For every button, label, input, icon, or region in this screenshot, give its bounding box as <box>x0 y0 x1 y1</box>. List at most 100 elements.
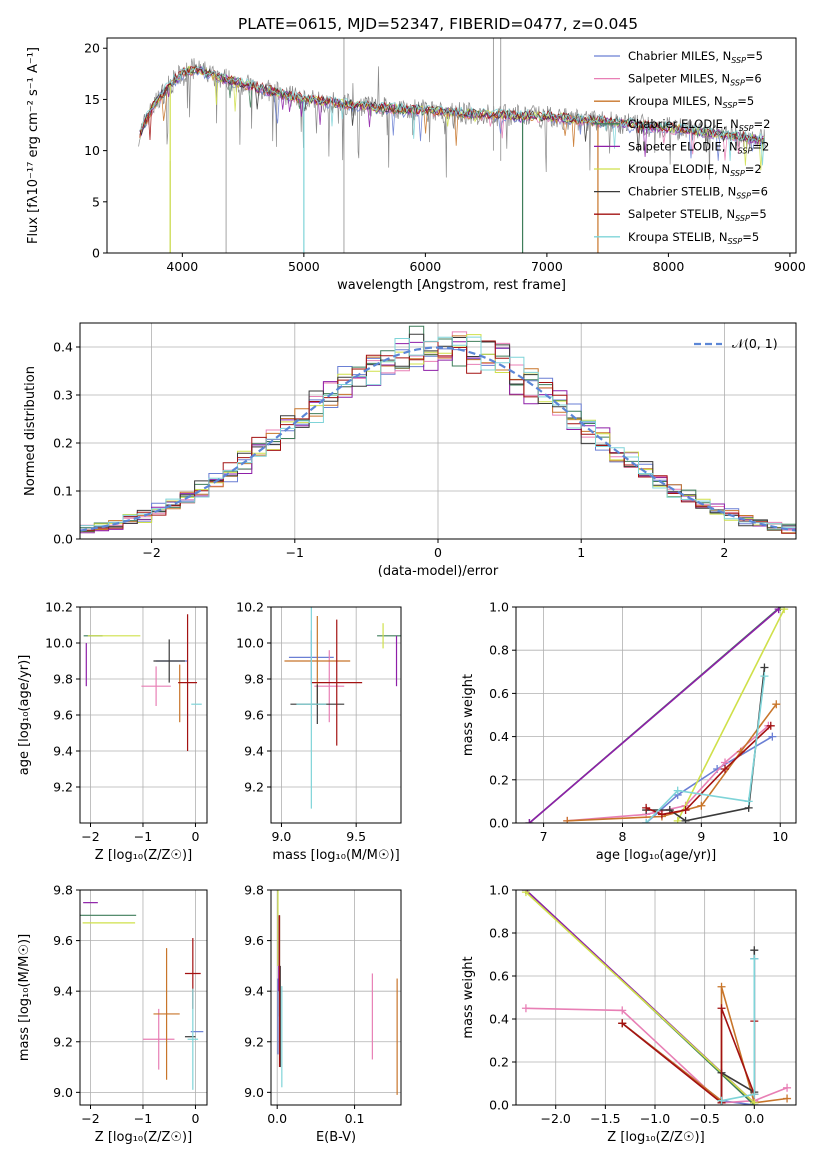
y-tick-label: 9.2 <box>53 1034 73 1049</box>
y-tick-label: 0.8 <box>489 926 509 941</box>
y-tick-label: 0.4 <box>489 1012 509 1027</box>
y-tick-label: 9.2 <box>244 780 264 795</box>
legend-entry: Chabrier ELODIE, NSSP=2 <box>628 117 770 133</box>
y-tick-label: 9.8 <box>53 883 73 898</box>
mass-weight-line <box>645 675 766 823</box>
y-tick-label: 9.4 <box>244 984 264 999</box>
y-tick-label: 0.2 <box>53 436 73 451</box>
residual-histogram-step <box>80 336 796 529</box>
y-axis-label: Flux [fλ10⁻¹⁷ erg cm⁻² s⁻¹ A⁻¹] <box>26 47 41 244</box>
legend-entry: Salpeter ELODIE, NSSP=2 <box>628 139 769 155</box>
mass-weight-vs-metallicity-plot: −2.0 −1.5 −1.0 −0.5 0.0 0.0 0.2 0.4 0.6 0.8 1.0 Z [… <box>461 883 797 1145</box>
mass-weight-marker <box>642 803 651 812</box>
mass-weight-line <box>621 1008 756 1105</box>
x-tick-label: 1 <box>577 545 585 560</box>
legend-entry: Kroupa STELIB, NSSP=5 <box>628 230 759 246</box>
x-axis-label: Z [log₁₀(Z/Z☉)] <box>95 1130 192 1145</box>
y-tick-label: 20 <box>84 41 100 56</box>
mass-weight-marker <box>642 819 651 823</box>
x-tick-label: 5000 <box>288 259 320 274</box>
x-tick-label: −1.5 <box>590 1111 620 1126</box>
mass-weight-marker <box>673 786 682 795</box>
x-tick-label: 0 <box>191 829 199 844</box>
x-axis-label: Z [log₁₀(Z/Z☉)] <box>95 848 192 863</box>
x-tick-label: 0 <box>191 1111 199 1126</box>
x-tick-label: 2 <box>720 545 728 560</box>
mass-weight-marker <box>783 1083 792 1092</box>
y-tick-label: 9.8 <box>244 672 264 687</box>
mass-weight-marker <box>750 1098 759 1105</box>
x-tick-label: 9.0 <box>272 829 292 844</box>
y-tick-label: 9.6 <box>244 708 264 723</box>
plot-frame <box>79 889 208 1106</box>
y-tick-label: 9.6 <box>244 933 264 948</box>
mass-weight-line <box>528 608 780 823</box>
legend-entry: Salpeter STELIB, NSSP=5 <box>628 207 767 223</box>
y-tick-label: 0.3 <box>53 388 73 403</box>
mass-weight-marker <box>521 890 530 897</box>
y-tick-label: 0.6 <box>489 969 509 984</box>
spectrum-title: PLATE=0615, MJD=52347, FIBERID=0477, z=0… <box>238 15 638 33</box>
mass-weight-marker <box>525 819 534 823</box>
y-tick-label: 9.6 <box>53 933 73 948</box>
y-tick-label: 15 <box>84 92 100 107</box>
x-tick-label: −2 <box>81 829 99 844</box>
y-tick-label: 0.0 <box>489 1098 509 1113</box>
y-axis-label: Normed distribution <box>23 366 38 496</box>
x-axis-label: Z [log₁₀(Z/Z☉)] <box>607 1130 704 1145</box>
x-tick-label: 0.0 <box>744 1111 764 1126</box>
mass-weight-marker <box>772 700 781 709</box>
mass-weight-marker <box>768 732 777 741</box>
y-tick-label: 0.8 <box>489 643 509 658</box>
x-tick-label: −1 <box>286 545 304 560</box>
x-tick-label: −2 <box>142 545 160 560</box>
x-tick-label: −0.5 <box>689 1111 719 1126</box>
y-tick-label: 0.6 <box>489 686 509 701</box>
plot-frame <box>106 37 797 254</box>
y-axis-label: age [log₁₀(age/yr)] <box>17 655 32 776</box>
mass-weight-vs-age-plot: 7 8 9 10 0.0 0.2 0.4 0.6 0.8 1.0 age [log₁₀(age/yr… <box>461 600 797 863</box>
y-tick-label: 9.2 <box>244 1034 264 1049</box>
y-tick-label: 9.6 <box>53 708 73 723</box>
y-axis-label: mass weight <box>461 956 476 1038</box>
y-tick-label: 0.1 <box>53 484 73 499</box>
y-tick-label: 0 <box>92 246 100 261</box>
mass-weight-marker <box>721 765 730 773</box>
spectrum-plot: 4000 5000 6000 7000 8000 9000 0 5 10 15 20 waveleng… <box>26 37 806 293</box>
x-axis-label: mass [log₁₀(M/M☉)] <box>272 848 399 863</box>
mass-weight-marker <box>618 1006 627 1015</box>
mass-weight-marker <box>717 982 726 991</box>
x-tick-label: 9.5 <box>346 829 366 844</box>
age-vs-mass-plot: 9.0 9.5 9.2 9.4 9.6 9.8 10.0 10.2 mass [log₁₀(M/… <box>236 600 402 863</box>
residual-histogram-plot: −2 −1 0 1 2 0.0 0.1 0.2 0.3 0.4 (data-model)/error… <box>23 322 797 579</box>
y-tick-label: 0.2 <box>489 772 509 787</box>
x-tick-label: 9000 <box>774 259 806 274</box>
y-axis-label: mass weight <box>461 674 476 756</box>
mass-weight-line <box>676 608 785 822</box>
mass-weight-marker <box>697 801 706 810</box>
mass-weight-marker <box>744 797 753 806</box>
mass-weight-marker <box>717 1004 726 1013</box>
x-tick-label: −2.0 <box>541 1111 571 1126</box>
y-tick-label: 9.0 <box>244 1085 264 1100</box>
mass-weight-marker <box>750 1090 759 1099</box>
plot-frame <box>515 889 797 1106</box>
x-tick-label: 0 <box>434 545 442 560</box>
mass-weight-marker <box>563 816 572 823</box>
legend-entry: Kroupa MILES, NSSP=5 <box>628 94 754 110</box>
mass-weight-line <box>525 891 755 1104</box>
y-tick-label: 5 <box>92 194 100 209</box>
x-axis-label: E(B-V) <box>316 1130 356 1145</box>
mass-weight-marker <box>783 1094 792 1103</box>
x-tick-label: 10 <box>772 829 788 844</box>
mass-weight-marker <box>521 1004 530 1013</box>
mass-weight-marker <box>717 1096 726 1105</box>
y-tick-label: 10.0 <box>236 636 264 651</box>
y-tick-label: 1.0 <box>489 600 509 615</box>
residual-histogram-step <box>80 340 796 534</box>
y-tick-label: 10.2 <box>236 600 264 615</box>
y-tick-label: 9.4 <box>244 744 264 759</box>
mass-weight-marker <box>766 721 775 730</box>
y-tick-label: 0.2 <box>489 1055 509 1070</box>
